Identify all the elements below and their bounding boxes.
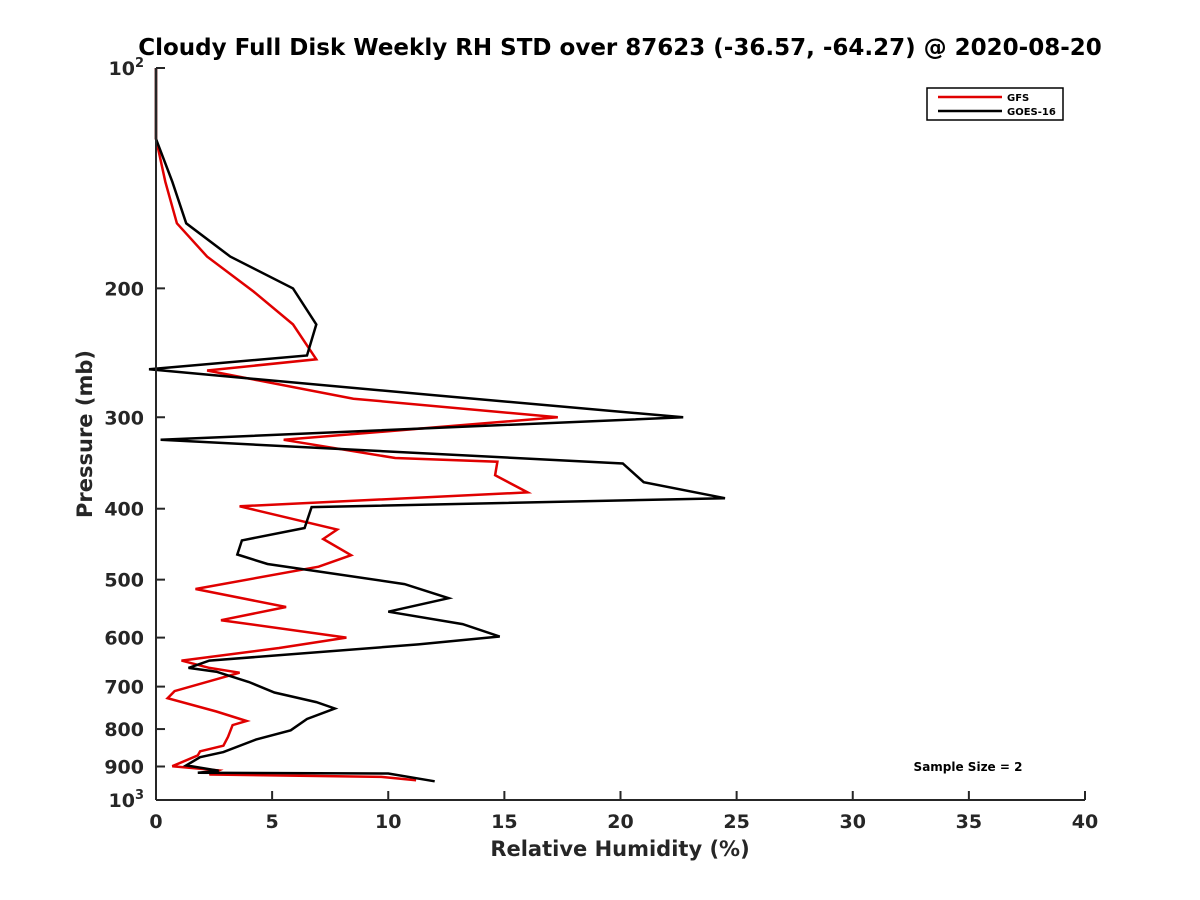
x-tick-label: 15: [491, 811, 517, 833]
x-tick-label: 10: [375, 811, 401, 833]
y-tick-label: 200: [104, 278, 144, 300]
x-axis-label: Relative Humidity (%): [490, 837, 749, 861]
y-tick-label: 800: [104, 719, 144, 741]
y-tick-label: 600: [104, 628, 144, 650]
legend-box: [926, 87, 1064, 121]
x-tick-label: 5: [266, 811, 279, 833]
x-tick-label: 25: [723, 811, 749, 833]
series-line-gfs: [154, 68, 558, 782]
legend-label-gfs: GFS: [1007, 93, 1029, 104]
x-tick-label: 40: [1072, 811, 1098, 833]
y-tick-label: 102: [109, 56, 145, 80]
y-tick-label: 400: [104, 499, 144, 521]
y-axis-label: Pressure (mb): [73, 350, 97, 518]
y-tick-label: 103: [109, 788, 145, 812]
y-tick-label: 500: [104, 570, 144, 592]
y-tick-label: 300: [104, 407, 144, 429]
x-axis-ticks: 0 5 10 15 20 25 30 35 40: [149, 791, 1098, 833]
chart-title: Cloudy Full Disk Weekly RH STD over 8762…: [138, 35, 1102, 61]
y-tick-label: 700: [104, 677, 144, 699]
x-tick-label: 30: [840, 811, 866, 833]
x-tick-label: 35: [956, 811, 982, 833]
x-tick-label: 20: [607, 811, 633, 833]
series-line-goes16: [148, 68, 726, 783]
legend-label-goes16: GOES-16: [1007, 107, 1056, 118]
legend: GFS GOES-16: [926, 87, 1064, 121]
series-layer: [148, 68, 726, 783]
sample-size-annotation: Sample Size = 2: [914, 760, 1023, 774]
x-tick-label: 0: [149, 811, 162, 833]
y-axis-ticks: 102 200 300 400 500 600 700 800 900 103: [104, 56, 165, 812]
y-tick-label: 900: [104, 757, 144, 779]
